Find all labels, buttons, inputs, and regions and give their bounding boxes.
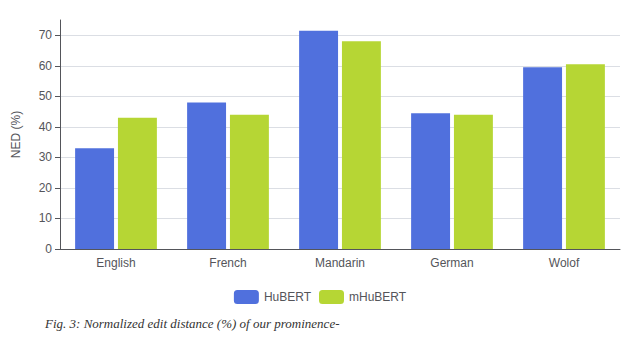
- svg-text:NED (%): NED (%): [9, 111, 23, 158]
- svg-text:mHuBERT: mHuBERT: [349, 290, 407, 304]
- svg-text:60: 60: [39, 59, 53, 73]
- svg-text:French: French: [209, 256, 246, 270]
- svg-text:Fig. 3: Normalized edit distan: Fig. 3: Normalized edit distance (%) of …: [44, 316, 340, 331]
- svg-text:0: 0: [45, 242, 52, 256]
- svg-text:English: English: [96, 256, 135, 270]
- svg-text:30: 30: [39, 150, 53, 164]
- svg-text:German: German: [430, 256, 473, 270]
- svg-text:40: 40: [39, 120, 53, 134]
- svg-text:Mandarin: Mandarin: [315, 256, 365, 270]
- svg-text:10: 10: [39, 211, 53, 225]
- svg-text:70: 70: [39, 28, 53, 42]
- svg-text:Wolof: Wolof: [549, 256, 580, 270]
- svg-text:HuBERT: HuBERT: [264, 290, 312, 304]
- svg-text:20: 20: [39, 181, 53, 195]
- svg-text:50: 50: [39, 89, 53, 103]
